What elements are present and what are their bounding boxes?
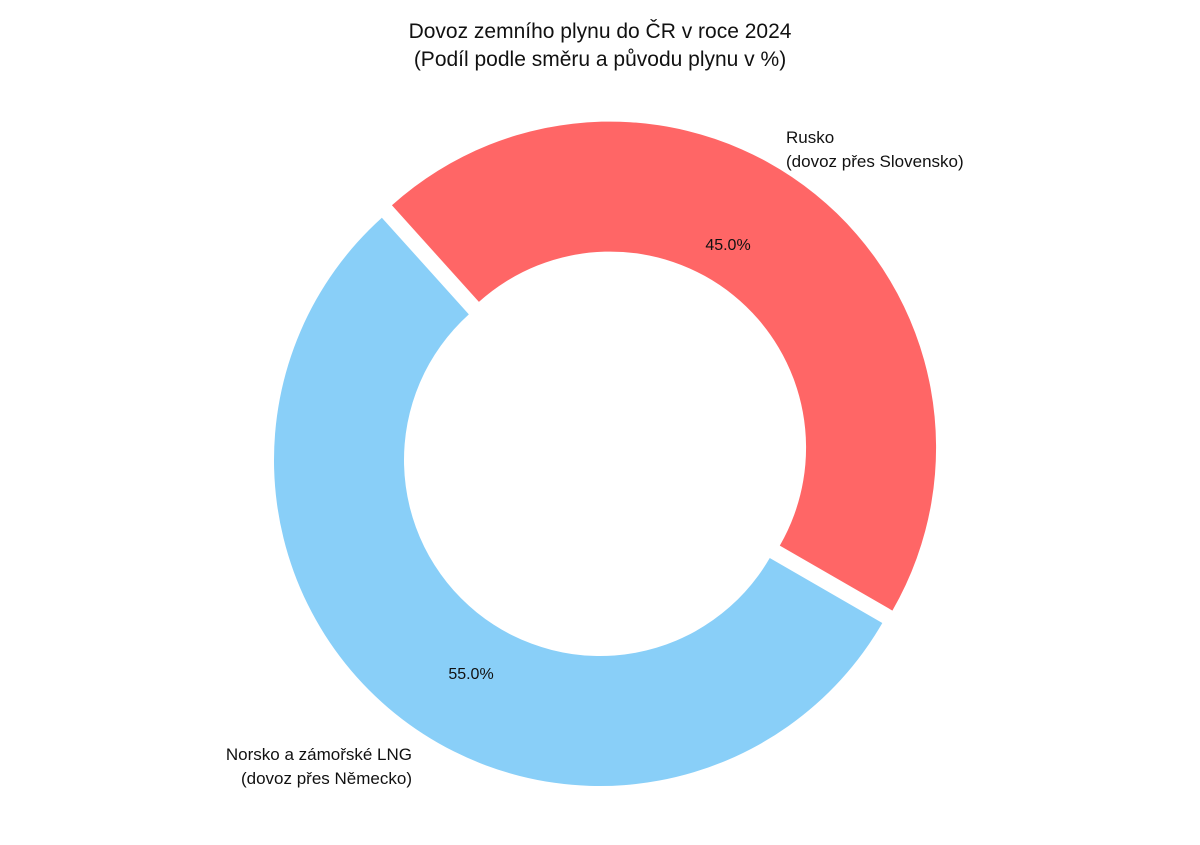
slices-layer [273, 121, 937, 787]
slice-label-2-line1: Norsko a zámořské LNG [226, 745, 412, 764]
donut-slice-1 [391, 121, 937, 611]
slice-label-1-line1: Rusko [786, 128, 834, 147]
slice-label-1-line2: (dovoz přes Slovensko) [786, 152, 964, 171]
chart-title: Dovoz zemního plynu do ČR v roce 2024 [409, 20, 792, 43]
donut-slice-2 [273, 217, 883, 787]
slice-value-label-1: 45.0% [705, 237, 750, 254]
labels-layer: Rusko (dovoz přes Slovensko) 45.0% Norsko a… [226, 128, 964, 788]
slice-value-label-2: 55.0% [448, 666, 493, 683]
chart-subtitle: (Podíl podle směru a původu plynu v %) [414, 48, 786, 71]
slice-label-2-line2: (dovoz přes Německo) [241, 769, 412, 788]
